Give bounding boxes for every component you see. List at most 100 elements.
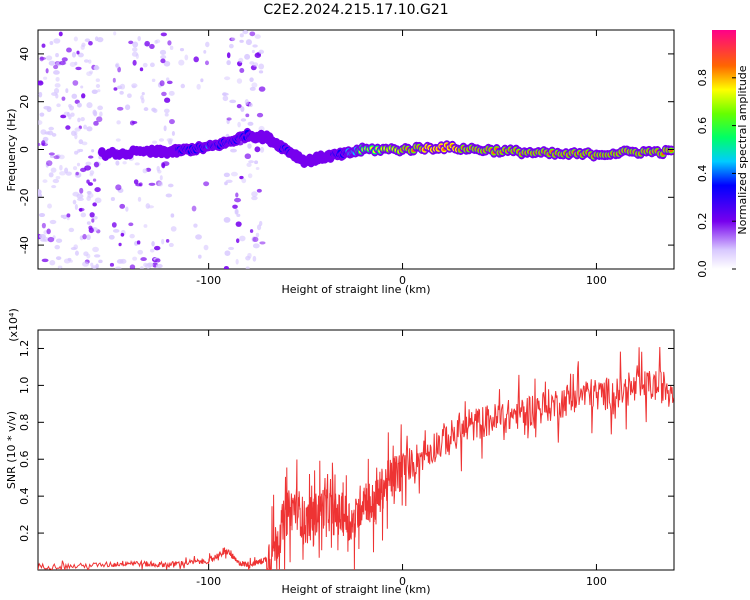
noise-speck bbox=[91, 149, 95, 153]
noise-speck bbox=[193, 223, 198, 228]
noise-speck bbox=[240, 106, 245, 112]
noise-speck bbox=[59, 60, 66, 66]
noise-speck bbox=[254, 34, 261, 39]
noise-speck bbox=[116, 85, 123, 90]
noise-speck bbox=[191, 205, 197, 212]
noise-speck bbox=[153, 245, 161, 251]
noise-speck bbox=[225, 179, 233, 183]
noise-speck bbox=[72, 166, 78, 171]
noise-speck bbox=[258, 63, 265, 70]
noise-speck bbox=[252, 44, 258, 48]
noise-speck bbox=[131, 120, 138, 125]
noise-speck bbox=[89, 173, 94, 177]
noise-speck bbox=[73, 36, 78, 42]
spectrogram-ytick-label: 20 bbox=[18, 95, 31, 109]
noise-speck bbox=[235, 238, 240, 244]
noise-speck bbox=[155, 39, 161, 44]
noise-speck bbox=[47, 203, 52, 209]
noise-speck bbox=[195, 234, 202, 240]
spectrogram-xtick-label: 0 bbox=[399, 274, 406, 287]
noise-speck bbox=[49, 260, 56, 266]
noise-speck bbox=[63, 258, 71, 264]
noise-speck bbox=[236, 104, 242, 109]
noise-speck bbox=[180, 83, 186, 89]
noise-speck bbox=[113, 31, 117, 36]
noise-speck bbox=[228, 246, 235, 251]
noise-speck bbox=[75, 66, 82, 71]
noise-speck bbox=[57, 265, 63, 269]
noise-speck bbox=[112, 229, 120, 233]
noise-speck bbox=[48, 126, 55, 131]
noise-speck bbox=[93, 110, 98, 117]
noise-speck bbox=[165, 77, 170, 82]
noise-speck bbox=[247, 173, 253, 179]
noise-speck bbox=[38, 91, 43, 98]
noise-speck bbox=[155, 263, 163, 269]
noise-speck bbox=[248, 102, 253, 108]
noise-speck bbox=[205, 41, 210, 48]
noise-speck bbox=[159, 49, 167, 56]
noise-speck bbox=[79, 208, 83, 212]
noise-speck bbox=[160, 55, 167, 60]
noise-speck bbox=[143, 262, 148, 268]
colorbar-tick-label: 0.4 bbox=[696, 165, 709, 183]
noise-speck bbox=[252, 62, 259, 67]
noise-speck bbox=[249, 86, 256, 91]
noise-speck bbox=[63, 111, 70, 116]
spectrogram-ytick-label: 0 bbox=[18, 146, 31, 153]
noise-speck bbox=[115, 138, 121, 142]
noise-speck bbox=[159, 80, 165, 87]
noise-speck bbox=[55, 175, 61, 180]
noise-speck bbox=[244, 53, 251, 60]
noise-speck bbox=[59, 171, 66, 176]
noise-speck bbox=[38, 120, 43, 126]
snr-ytick-label: 0.4 bbox=[18, 487, 31, 505]
noise-speck bbox=[116, 259, 124, 264]
noise-speck bbox=[51, 184, 57, 189]
noise-speck bbox=[165, 239, 170, 243]
noise-speck bbox=[116, 106, 124, 111]
noise-speck bbox=[96, 36, 104, 43]
noise-speck bbox=[49, 154, 55, 159]
noise-speck bbox=[119, 203, 126, 209]
noise-speck bbox=[239, 33, 244, 38]
noise-speck bbox=[198, 254, 202, 259]
noise-speck bbox=[38, 80, 43, 84]
noise-speck bbox=[55, 76, 60, 82]
noise-speck bbox=[93, 120, 99, 126]
noise-speck bbox=[118, 242, 122, 247]
spectrogram-xtick-label: -100 bbox=[196, 274, 221, 287]
snr-panel: -100 0 100 0.2 0.4 0.6 0.8 1.0 1.2 Height of str… bbox=[5, 308, 675, 596]
noise-speck bbox=[40, 238, 47, 242]
noise-speck bbox=[254, 146, 261, 153]
noise-speck bbox=[234, 208, 238, 215]
noise-speck bbox=[136, 240, 141, 245]
noise-speck bbox=[168, 242, 174, 248]
noise-speck bbox=[86, 234, 91, 241]
noise-speck bbox=[85, 161, 92, 166]
noise-speck bbox=[54, 244, 61, 250]
noise-speck bbox=[76, 162, 81, 167]
noise-speck bbox=[61, 96, 66, 101]
noise-speck bbox=[170, 226, 177, 232]
noise-speck bbox=[193, 56, 199, 63]
noise-speck bbox=[41, 43, 46, 48]
noise-speck bbox=[91, 89, 98, 95]
noise-speck bbox=[165, 193, 173, 198]
noise-speck bbox=[160, 58, 166, 64]
noise-speck bbox=[139, 67, 144, 72]
noise-speck bbox=[71, 93, 78, 99]
noise-speck bbox=[157, 181, 164, 187]
noise-speck bbox=[164, 112, 169, 117]
noise-speck bbox=[70, 112, 75, 117]
snr-xtick-label: 0 bbox=[399, 575, 406, 588]
noise-speck bbox=[80, 212, 87, 218]
noise-speck bbox=[69, 105, 75, 111]
noise-speck bbox=[235, 258, 239, 265]
noise-speck bbox=[77, 117, 81, 123]
noise-speck bbox=[53, 88, 60, 94]
noise-speck bbox=[141, 91, 145, 96]
noise-speck bbox=[239, 235, 246, 242]
noise-speck bbox=[137, 196, 142, 202]
